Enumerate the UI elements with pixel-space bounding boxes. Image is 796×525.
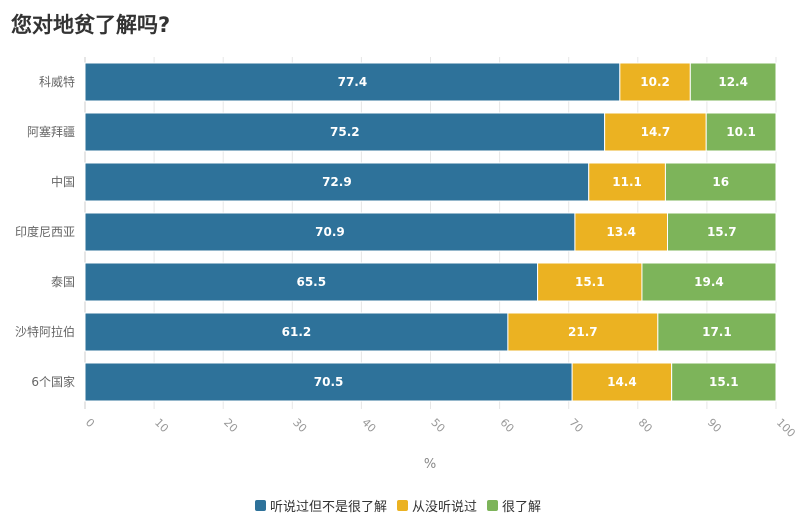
bar-segment[interactable] — [507, 312, 659, 352]
bar-value-label: 13.4 — [606, 225, 636, 239]
bar-value-label: 16 — [712, 175, 729, 189]
bar-value-label: 70.9 — [315, 225, 345, 239]
legend-label: 很了解 — [502, 500, 542, 515]
bar-segment[interactable] — [84, 162, 590, 202]
bar-value-label: 77.4 — [338, 75, 368, 89]
bar-value-label: 15.1 — [709, 375, 739, 389]
bar-segment[interactable] — [705, 112, 777, 152]
bar-value-label: 15.1 — [575, 275, 605, 289]
legend-swatch — [487, 500, 498, 511]
x-tick-label: 60 — [497, 416, 516, 435]
bar-value-label: 12.4 — [718, 75, 748, 89]
bar-segment[interactable] — [84, 112, 606, 152]
x-tick-labels: 0 10 20 30 40 50 60 70 80 90 100 — [83, 416, 796, 440]
bar-value-label: 61.2 — [282, 325, 312, 339]
bar-segment[interactable] — [84, 62, 621, 102]
bar-segment[interactable] — [641, 262, 777, 302]
x-tick-label: 30 — [290, 416, 309, 435]
bar-segment[interactable] — [671, 362, 777, 402]
legend-label: 从没听说过 — [411, 500, 477, 515]
bar-segment[interactable] — [667, 212, 777, 252]
x-tick-label: 90 — [705, 416, 724, 435]
bar-segment[interactable] — [537, 262, 643, 302]
category-label: 印度尼西亚 — [15, 224, 75, 239]
category-label: 中国 — [51, 174, 75, 189]
x-tick-label: 70 — [567, 416, 586, 435]
bar-value-label: 70.5 — [314, 375, 344, 389]
x-tick-label: 100 — [774, 416, 796, 440]
bar-segment[interactable] — [689, 62, 777, 102]
bar-value-label: 14.7 — [641, 125, 671, 139]
bar-segment[interactable] — [657, 312, 777, 352]
x-tick-label: 40 — [359, 416, 378, 435]
x-tick-label: 80 — [636, 416, 655, 435]
x-tick-label: 10 — [152, 416, 171, 435]
bar-segment[interactable] — [84, 212, 576, 252]
x-tick-label: 50 — [428, 416, 447, 435]
bar-value-label: 10.2 — [640, 75, 670, 89]
legend-item[interactable]: 很了解 — [487, 496, 541, 515]
category-label: 阿塞拜疆 — [27, 124, 75, 139]
bar-segment[interactable] — [84, 362, 573, 402]
bar-value-label: 11.1 — [612, 175, 642, 189]
bar-value-label: 72.9 — [322, 175, 352, 189]
bars-layer: 77.4 10.2 12.4 75.2 14.7 10.1 72.9 11.1 16 70.9 13… — [84, 62, 777, 402]
legend-swatch — [396, 500, 408, 511]
bar-segment[interactable] — [604, 112, 707, 152]
category-label: 6个国家 — [31, 374, 75, 389]
bar-segment[interactable] — [664, 162, 777, 202]
legend-swatch — [254, 500, 266, 511]
legend-item[interactable]: 听说过但不是很了解 — [254, 496, 387, 515]
x-axis-title: % — [424, 457, 436, 472]
x-tick-label: 0 — [83, 416, 97, 430]
bar-value-label: 65.5 — [296, 275, 326, 289]
bar-value-label: 21.7 — [568, 325, 598, 339]
bar-segment[interactable] — [588, 162, 666, 202]
category-label: 泰国 — [51, 275, 75, 289]
legend-item[interactable]: 从没听说过 — [396, 496, 477, 515]
x-tick-label: 20 — [221, 416, 240, 435]
bar-value-label: 14.4 — [607, 375, 637, 389]
bar-value-label: 15.7 — [707, 225, 737, 239]
bar-value-label: 19.4 — [694, 275, 724, 289]
category-label: 科威特 — [39, 74, 75, 89]
legend: 听说过但不是很了解 从没听说过 很了解 — [0, 496, 796, 515]
bar-segment[interactable] — [571, 362, 673, 402]
bar-segment[interactable] — [574, 212, 669, 252]
bar-value-label: 75.2 — [330, 125, 360, 139]
stacked-bar-chart: 77.4 10.2 12.4 75.2 14.7 10.1 72.9 11.1 16 70.9 13… — [15, 57, 796, 472]
category-label: 沙特阿拉伯 — [15, 324, 75, 339]
bar-value-label: 17.1 — [702, 325, 732, 339]
chart-title: 您对地贫了解吗? — [11, 13, 171, 37]
bar-value-label: 10.1 — [726, 125, 756, 139]
legend-label: 听说过但不是很了解 — [269, 500, 387, 515]
bar-segment[interactable] — [84, 262, 539, 302]
